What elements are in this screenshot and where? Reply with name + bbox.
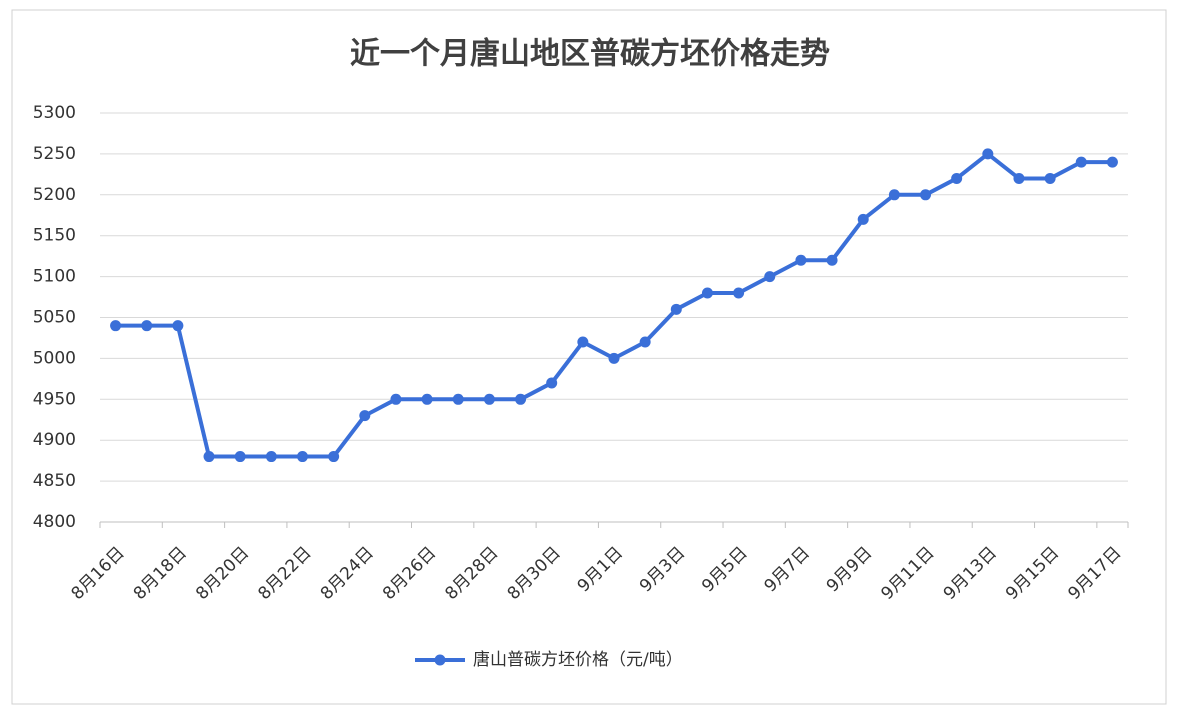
data-point: [1013, 172, 1025, 184]
y-tick-label: 4950: [33, 389, 76, 409]
data-point: [951, 172, 963, 184]
data-point: [296, 451, 308, 463]
data-point: [141, 320, 153, 332]
data-point: [515, 393, 527, 405]
legend-marker: [434, 654, 446, 666]
data-point: [982, 148, 994, 160]
data-point: [826, 254, 838, 266]
data-point: [359, 410, 371, 422]
data-point: [857, 213, 869, 225]
chart-frame: [11, 9, 1167, 705]
data-point: [483, 393, 495, 405]
data-point: [701, 287, 713, 299]
y-tick-label: 5100: [33, 267, 76, 287]
data-point: [639, 336, 651, 348]
data-point: [452, 393, 464, 405]
data-point: [172, 320, 184, 332]
data-point: [888, 189, 900, 201]
y-tick-label: 5000: [33, 348, 76, 368]
data-point: [608, 352, 620, 364]
y-tick-label: 4800: [33, 512, 76, 532]
data-point: [733, 287, 745, 299]
y-tick-label: 4900: [33, 430, 76, 450]
legend-label: 唐山普碳方坯价格（元/吨）: [473, 649, 683, 670]
data-point: [390, 393, 402, 405]
data-point: [920, 189, 932, 201]
data-point: [670, 303, 682, 315]
data-point: [1075, 156, 1087, 168]
y-tick-label: 5250: [33, 144, 76, 164]
data-point: [421, 393, 433, 405]
y-tick-label: 5150: [33, 226, 76, 246]
data-point: [328, 451, 340, 463]
data-point: [764, 271, 776, 283]
y-tick-label: 5300: [33, 103, 76, 123]
data-point: [234, 451, 246, 463]
data-point: [546, 377, 558, 389]
data-point: [110, 320, 122, 332]
y-tick-label: 5050: [33, 308, 76, 328]
y-tick-label: 4850: [33, 471, 76, 491]
data-point: [1106, 156, 1118, 168]
data-point: [795, 254, 807, 266]
data-point: [577, 336, 589, 348]
chart-title: 近一个月唐山地区普碳方坯价格走势: [350, 37, 830, 72]
y-tick-label: 5200: [33, 185, 76, 205]
data-point: [1044, 172, 1056, 184]
data-point: [203, 451, 215, 463]
data-point: [265, 451, 277, 463]
